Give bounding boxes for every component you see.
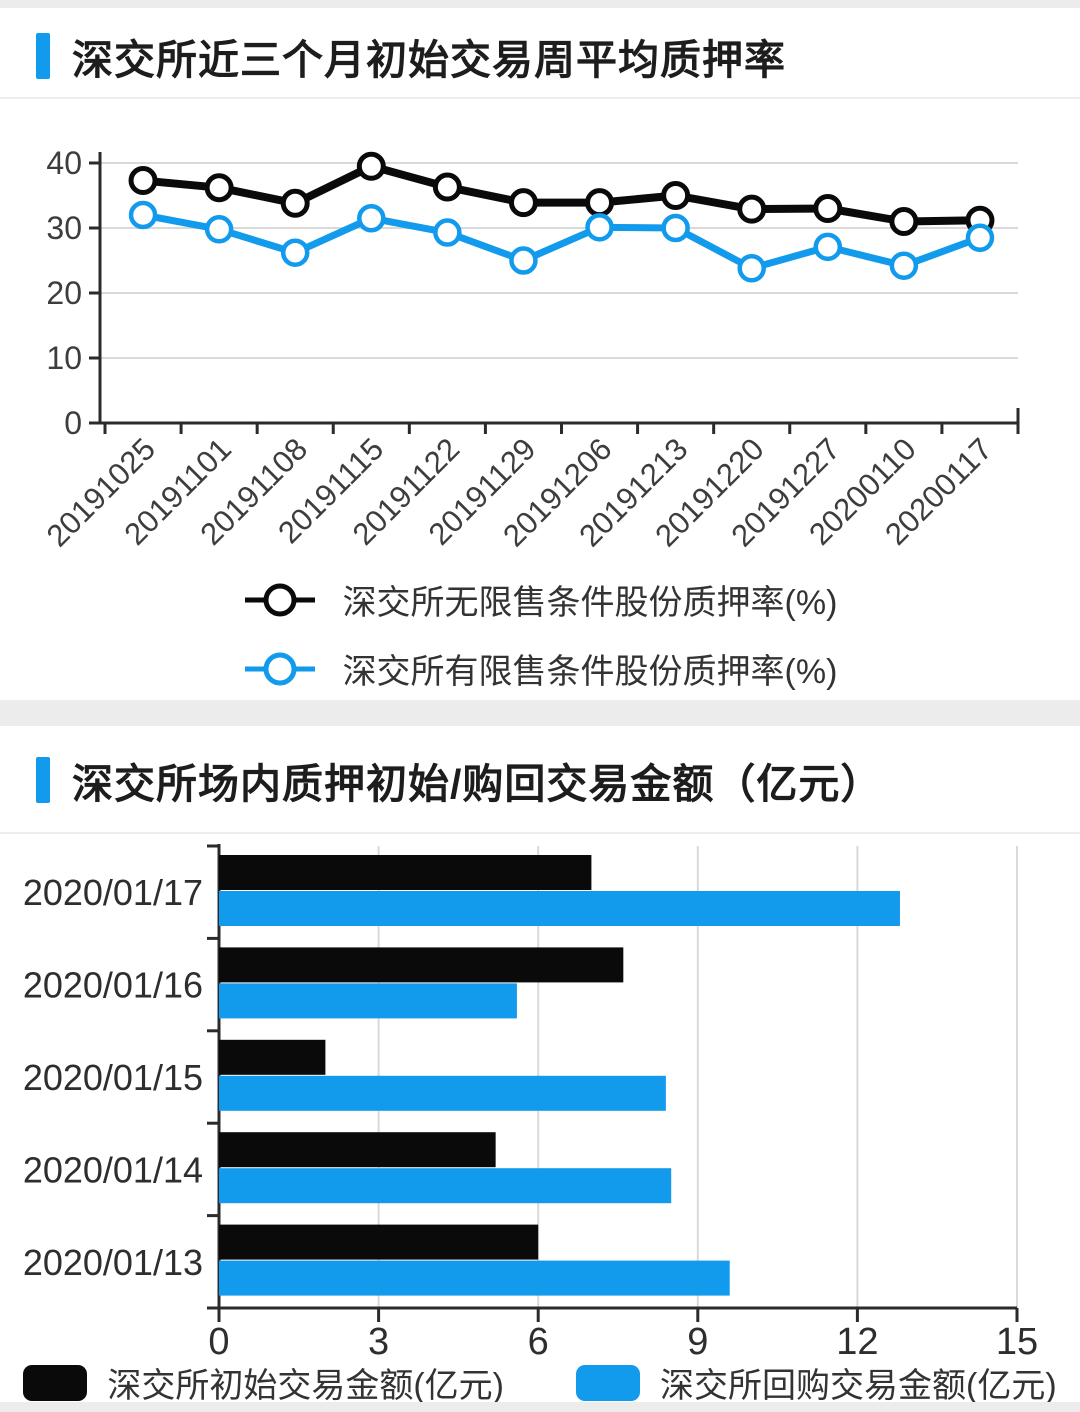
- transaction-amount-bar-chart: 0 3 6 9 12 15 2020/01/17 2020/01/16 2020/01/15 20…: [23, 844, 1038, 1363]
- svg-text:2020/01/16: 2020/01/16: [23, 965, 203, 1006]
- svg-text:40: 40: [46, 145, 82, 181]
- line-series-marker-icon: [244, 652, 315, 685]
- legend-item-initial-amount: 深交所初始交易金额(亿元): [23, 1358, 504, 1407]
- title-divider: [0, 97, 1080, 99]
- legend-label: 深交所初始交易金额(亿元): [107, 1367, 504, 1405]
- title-accent-bar: [36, 757, 50, 803]
- svg-text:10: 10: [46, 340, 82, 376]
- svg-text:6: 6: [528, 1321, 549, 1363]
- legend-label: 深交所有限售条件股份质押率(%): [342, 653, 838, 691]
- pledge-rate-title: 深交所近三个月初始交易周平均质押率: [72, 37, 786, 83]
- line-chart-legend: 深交所无限售条件股份质押率(%) 深交所有限售条件股份质押率(%): [0, 575, 1080, 693]
- svg-text:3: 3: [368, 1321, 389, 1363]
- svg-text:0: 0: [64, 405, 82, 441]
- title-accent-bar: [36, 33, 50, 79]
- pledge-rate-title-row: 深交所近三个月初始交易周平均质押率: [36, 26, 786, 86]
- svg-text:20: 20: [46, 275, 82, 311]
- svg-text:9: 9: [687, 1321, 708, 1363]
- top-strip: [0, 0, 1080, 8]
- bottom-strip: [0, 1402, 1080, 1412]
- transaction-amount-title: 深交所场内质押初始/购回交易金额（亿元）: [72, 761, 883, 807]
- legend-item-restricted-shares: 深交所有限售条件股份质押率(%): [243, 644, 838, 693]
- legend-item-unrestricted-shares: 深交所无限售条件股份质押率(%): [243, 575, 838, 624]
- svg-text:2020/01/13: 2020/01/13: [23, 1242, 203, 1283]
- svg-text:12: 12: [836, 1321, 878, 1363]
- legend-label: 深交所回购交易金额(亿元): [660, 1367, 1057, 1405]
- svg-text:0: 0: [208, 1321, 229, 1363]
- legend-label: 深交所无限售条件股份质押率(%): [342, 584, 838, 622]
- bar-chart-legend: 深交所初始交易金额(亿元) 深交所回购交易金额(亿元): [0, 1358, 1080, 1407]
- section-divider-band: [0, 700, 1080, 726]
- pledge-rate-line-chart: 0102030402019102520191101201911082019111…: [40, 145, 1020, 553]
- svg-text:15: 15: [996, 1321, 1038, 1363]
- svg-text:2020/01/14: 2020/01/14: [23, 1149, 203, 1190]
- transaction-amount-title-row: 深交所场内质押初始/购回交易金额（亿元）: [36, 750, 882, 810]
- svg-text:30: 30: [46, 210, 82, 246]
- svg-text:2020/01/15: 2020/01/15: [23, 1057, 203, 1098]
- bar-series-swatch-icon: [576, 1364, 640, 1401]
- title-divider: [0, 832, 1080, 834]
- bar-series-swatch-icon: [23, 1364, 88, 1401]
- legend-item-repurchase-amount: 深交所回购交易金额(亿元): [576, 1358, 1057, 1407]
- line-series-marker-icon: [244, 583, 315, 616]
- svg-text:2020/01/17: 2020/01/17: [23, 872, 203, 913]
